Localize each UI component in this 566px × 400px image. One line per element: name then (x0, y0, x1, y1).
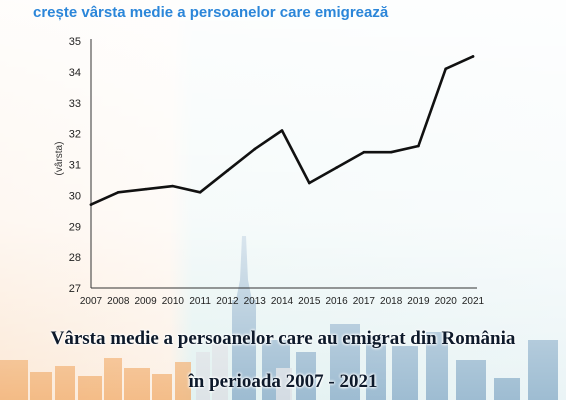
x-tick-label: 2020 (435, 296, 458, 307)
x-tick-label: 2007 (80, 296, 103, 307)
data-point (116, 190, 120, 194)
data-point (444, 67, 448, 71)
data-point (307, 181, 311, 185)
y-tick-label: 32 (69, 129, 81, 141)
caption-line-2: în perioada 2007 - 2021 (188, 371, 378, 392)
data-point (335, 166, 338, 169)
caption-line-1: Vârsta medie a persoanelor care au emigr… (50, 328, 516, 349)
x-tick-label: 2012 (216, 296, 239, 307)
x-tick-label: 2011 (189, 296, 211, 307)
x-tick-label: 2008 (107, 296, 130, 307)
y-tick-label: 27 (69, 283, 81, 295)
data-point (89, 203, 93, 206)
data-point (362, 150, 366, 154)
y-axis-label: (vârsta) (54, 142, 65, 176)
x-tick-label: 2013 (244, 296, 267, 307)
y-tick-label: 34 (69, 67, 81, 79)
x-tick-label: 2018 (380, 296, 403, 307)
x-tick-label: 2015 (298, 296, 321, 307)
data-point (253, 147, 257, 151)
data-point (471, 55, 475, 58)
y-tick-label: 33 (69, 98, 81, 110)
y-tick-label: 28 (69, 252, 81, 264)
y-tick-label: 35 (69, 36, 81, 48)
line-chart: 27 28 29 30 31 32 33 34 35 2007 2008 2009 2010 2011 2… (54, 36, 485, 307)
y-tick-label: 30 (69, 190, 81, 202)
x-tick-label: 2014 (271, 296, 294, 307)
data-point (417, 144, 420, 148)
headline: crește vârsta medie a persoanelor care e… (33, 4, 389, 21)
data-point (198, 190, 202, 194)
x-tick-label: 2021 (462, 296, 485, 307)
y-tick-label: 29 (69, 221, 81, 233)
x-tick-label: 2009 (134, 296, 157, 307)
x-tick-label: 2019 (407, 296, 430, 307)
data-point (280, 129, 284, 132)
data-point (171, 184, 175, 188)
x-tick-label: 2017 (353, 296, 376, 307)
y-tick-label: 31 (69, 160, 81, 172)
data-point (389, 150, 393, 154)
data-point (226, 169, 229, 172)
data-point (144, 187, 147, 191)
x-tick-label: 2016 (325, 296, 348, 307)
x-tick-label: 2010 (162, 296, 185, 307)
